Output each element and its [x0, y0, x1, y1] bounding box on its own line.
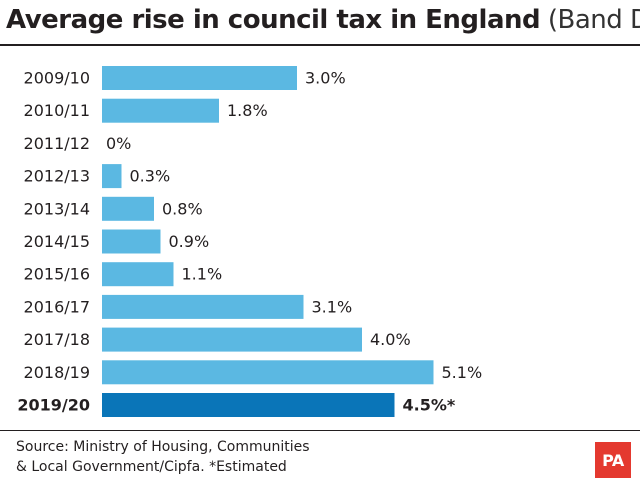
category-label: 2014/15 — [24, 232, 90, 251]
value-label: 0.8% — [162, 199, 203, 218]
category-label: 2012/13 — [24, 167, 90, 186]
source-line-2: & Local Government/Cipfa. *Estimated — [16, 459, 287, 475]
value-label: 5.1% — [442, 363, 483, 382]
source-note: Source: Ministry of Housing, Communities… — [16, 437, 310, 477]
chart-title-sub: (Band D) — [547, 5, 640, 35]
category-label: 2010/11 — [24, 101, 90, 120]
value-label: 1.1% — [182, 265, 223, 284]
category-label: 2009/10 — [24, 69, 90, 88]
category-label: 2019/20 — [17, 396, 90, 415]
bar — [102, 196, 154, 221]
bar-highlight — [102, 393, 395, 417]
value-label: 4.5%* — [403, 396, 456, 415]
pa-logo: PA — [595, 442, 631, 478]
bar — [102, 262, 174, 287]
category-label: 2013/14 — [24, 199, 90, 218]
title-divider — [0, 44, 640, 46]
value-label: 0.9% — [169, 232, 210, 251]
bar-chart: 2009/10 3.0% 2010/11 1.8% 2011/12 0% 2012/13 0.… — [17, 66, 483, 417]
bar — [102, 229, 161, 254]
footer-divider — [0, 430, 640, 431]
value-label: 1.8% — [227, 101, 268, 120]
bar — [102, 66, 297, 90]
bar — [102, 164, 122, 189]
category-label: 2018/19 — [24, 363, 90, 382]
bar — [102, 360, 434, 385]
value-label: 0% — [106, 134, 131, 153]
category-label: 2015/16 — [24, 265, 90, 284]
value-label: 4.0% — [370, 330, 411, 349]
value-label: 3.1% — [312, 297, 353, 316]
value-label: 3.0% — [305, 69, 346, 88]
category-label: 2016/17 — [24, 297, 90, 316]
source-line-1: Source: Ministry of Housing, Communities — [16, 439, 310, 455]
bar — [102, 294, 304, 319]
value-label: 0.3% — [130, 167, 171, 186]
category-label: 2017/18 — [24, 330, 90, 349]
bar — [102, 327, 362, 352]
bar — [102, 98, 219, 123]
chart-title: Average rise in council tax in England (… — [6, 2, 640, 38]
category-label: 2011/12 — [24, 134, 90, 153]
chart-title-main: Average rise in council tax in England — [6, 5, 541, 35]
